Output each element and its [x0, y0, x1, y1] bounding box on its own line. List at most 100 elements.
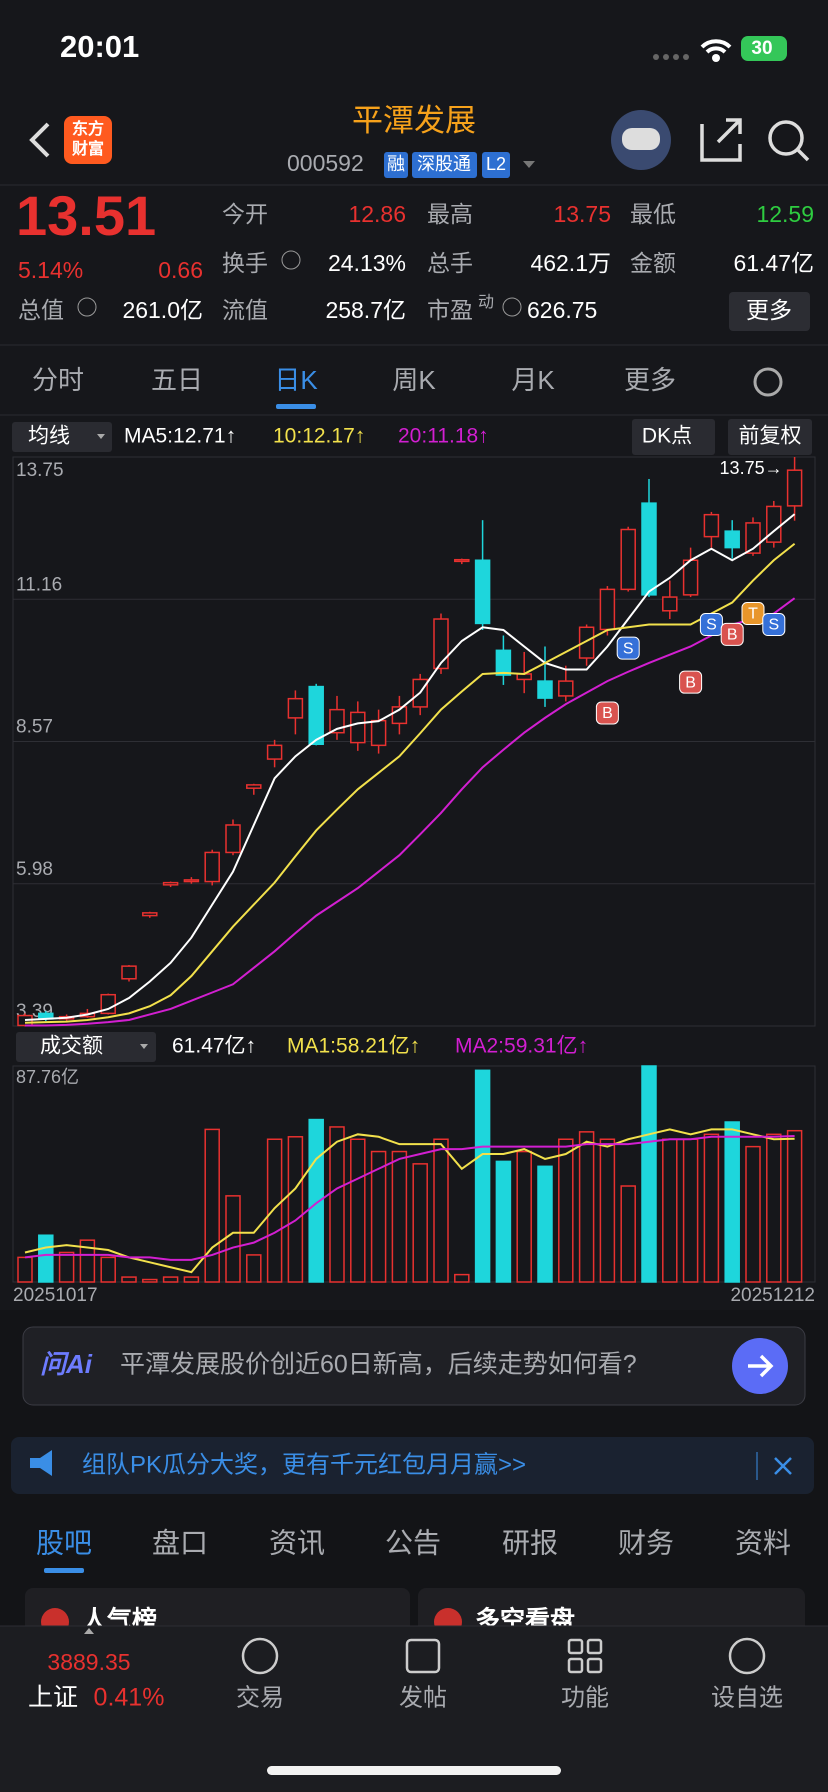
candle-body: [662, 596, 678, 612]
volume-bar: [142, 1278, 158, 1283]
volume-ma-line: [24, 1128, 795, 1274]
volume-bar: [558, 1138, 574, 1283]
quote-fields: 今开 12.86 最高 13.75 最低 12.59 换手 24.13% 总手 462.1万 金额 6…: [18, 201, 814, 323]
price: 13.51: [16, 184, 156, 247]
share-icon[interactable]: [700, 118, 742, 162]
volume-ma-line: [24, 1135, 795, 1261]
volume-bar: [204, 1128, 220, 1283]
ma-label: 10:12.17↑: [273, 425, 365, 448]
volume-bar: [391, 1150, 408, 1283]
badge: [482, 152, 510, 178]
section-tab[interactable]: 研报: [502, 1527, 558, 1558]
search-icon[interactable]: [768, 120, 804, 156]
y-tick-label: 11.16: [16, 574, 62, 595]
y-tick-label: 8.57: [16, 717, 53, 738]
signal-label: S: [623, 640, 634, 657]
section-tab[interactable]: 资料: [735, 1527, 791, 1558]
nav-label[interactable]: 设自选: [711, 1684, 783, 1711]
volume-bar: [370, 1150, 387, 1283]
nav-label[interactable]: 功能: [561, 1684, 609, 1711]
candle-body: [162, 881, 179, 886]
candle-body: [246, 784, 262, 789]
period-tab[interactable]: 分时: [32, 365, 84, 395]
field-value: 13.75: [553, 201, 611, 227]
field-label: 今开: [222, 201, 268, 227]
candle-body: [786, 469, 803, 507]
period-tab[interactable]: 五日: [151, 365, 203, 395]
megaphone-icon: [30, 1450, 52, 1476]
volume-indicator-select[interactable]: [16, 1032, 156, 1062]
more-button[interactable]: [729, 292, 810, 331]
ai-bar[interactable]: [22, 1326, 806, 1406]
section-tab[interactable]: 财务: [618, 1527, 674, 1558]
x-tick-label: 20251017: [13, 1285, 98, 1306]
badge: [384, 152, 408, 178]
candle-body: [599, 588, 616, 631]
battery-level: 30: [751, 38, 772, 59]
volume-bar: [412, 1163, 428, 1283]
period-tab[interactable]: 月K: [511, 365, 555, 395]
field-label: 总值: [18, 297, 64, 323]
period-tab[interactable]: 周K: [392, 365, 436, 395]
nav-label[interactable]: 发帖: [399, 1684, 447, 1711]
info-icon[interactable]: [77, 297, 97, 317]
close-button[interactable]: [774, 1457, 792, 1475]
ma-line: [25, 597, 796, 1027]
volume-label: 61.47亿↑: [172, 1035, 256, 1058]
field-label: 最低: [630, 201, 676, 227]
function-icon[interactable]: [567, 1638, 603, 1674]
signal-dots: [653, 54, 689, 60]
home-indicator: [267, 1766, 561, 1775]
ai-logo: 问Ai: [40, 1349, 93, 1379]
dropdown-arrow[interactable]: [523, 161, 535, 168]
period-tab[interactable]: 更多: [624, 365, 676, 395]
candle-body: [537, 680, 553, 699]
candle-body: [287, 697, 304, 719]
volume-bar: [433, 1138, 449, 1283]
ma-label: MA5:12.71↑: [124, 425, 236, 448]
candle-body: [204, 851, 220, 883]
watchlist-icon[interactable]: [728, 1637, 766, 1675]
adjust-button[interactable]: [728, 419, 812, 455]
post-icon[interactable]: [405, 1638, 441, 1674]
candle-body: [620, 528, 636, 591]
wifi-icon: [700, 39, 732, 54]
volume-bar: [162, 1276, 179, 1283]
field-value: 261.0亿: [122, 297, 203, 323]
info-icon[interactable]: [281, 250, 301, 270]
settings-icon[interactable]: [753, 367, 783, 397]
volume-bar: [308, 1118, 324, 1283]
signal-badge: [595, 701, 619, 725]
badge-text: 深股通: [417, 154, 471, 174]
indicator-select[interactable]: [12, 422, 112, 452]
volume-bar: [100, 1256, 116, 1283]
signal-badge: [679, 670, 703, 694]
signal-label: S: [768, 617, 779, 634]
back-button[interactable]: [29, 122, 50, 158]
dk-button[interactable]: [632, 419, 715, 455]
candle-body: [474, 559, 491, 625]
info-icon[interactable]: [502, 297, 522, 317]
section-tab[interactable]: 股吧: [36, 1527, 92, 1558]
field-value: 61.47亿: [733, 250, 814, 276]
badge: [412, 152, 477, 178]
volume-bar: [682, 1138, 699, 1283]
banner[interactable]: [11, 1437, 814, 1494]
index-value: 3889.35: [47, 1649, 130, 1675]
candle-body: [703, 513, 720, 538]
app-logo[interactable]: [64, 116, 112, 164]
period-tab[interactable]: 日K: [274, 365, 318, 395]
section-tab[interactable]: 资讯: [269, 1527, 325, 1558]
candle-body: [495, 649, 512, 676]
volume-bar: [121, 1276, 137, 1283]
stock-name: 平潭发展: [352, 103, 476, 138]
candle-body: [370, 719, 387, 747]
section-tab[interactable]: 公告: [385, 1527, 441, 1558]
nav-label[interactable]: 交易: [236, 1684, 284, 1711]
select-arrow: [140, 1044, 148, 1049]
section-tab[interactable]: 盘口: [152, 1527, 208, 1558]
field-label: 换手: [222, 250, 268, 276]
trade-icon[interactable]: [241, 1637, 279, 1675]
